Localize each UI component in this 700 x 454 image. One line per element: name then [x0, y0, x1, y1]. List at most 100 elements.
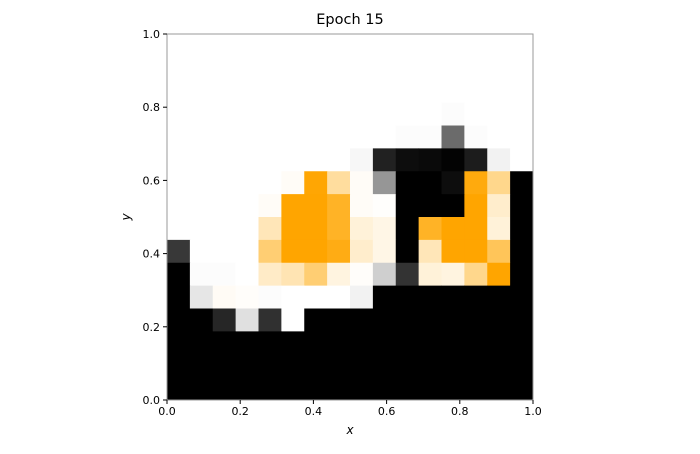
heatmap-cell: [464, 308, 488, 332]
heatmap-cell: [418, 285, 442, 309]
heatmap-cell: [189, 239, 214, 264]
heatmap-cell: [304, 285, 328, 309]
heatmap-cell: [418, 148, 442, 172]
x-tick-label: 0.4: [305, 405, 323, 418]
heatmap-cell: [281, 171, 305, 195]
heatmap-cell: [167, 194, 191, 218]
heatmap-cell: [510, 125, 534, 149]
heatmap-cell: [235, 239, 259, 264]
heatmap-cell: [212, 171, 237, 195]
heatmap-cell: [304, 102, 328, 126]
heatmap-cell: [510, 217, 534, 241]
heatmap-cell: [350, 56, 374, 81]
heatmap-cell: [189, 125, 214, 149]
heatmap-cell: [418, 56, 442, 81]
heatmap-cell: [258, 148, 282, 172]
heatmap-cell: [167, 377, 191, 401]
heatmap-cell: [327, 308, 351, 332]
plot-frame: [166, 33, 534, 401]
heatmap-cell: [372, 331, 397, 355]
heatmap-cell: [372, 354, 397, 378]
heatmap-cell: [441, 148, 465, 172]
heatmap-cell: [281, 285, 305, 309]
heatmap-cell: [235, 102, 259, 126]
heatmap-cell: [418, 308, 442, 332]
heatmap-cell: [327, 377, 351, 401]
heatmap-cell: [487, 354, 511, 378]
heatmap-cell: [235, 148, 259, 172]
heatmap-cell: [372, 217, 397, 241]
heatmap-cell: [350, 354, 374, 378]
heatmap-cell: [189, 354, 214, 378]
heatmap-cell: [510, 79, 534, 104]
heatmap-cell: [189, 56, 214, 81]
heatmap-cell: [212, 34, 237, 58]
heatmap-cell: [441, 217, 465, 241]
heatmap-cell: [304, 125, 328, 149]
heatmap-cell: [235, 308, 259, 332]
heatmap-cell: [212, 308, 237, 332]
heatmap-cell: [235, 331, 259, 355]
heatmap-cell: [464, 148, 488, 172]
heatmap-cell: [418, 217, 442, 241]
heatmap-cell: [212, 148, 237, 172]
heatmap-cell: [372, 377, 397, 401]
heatmap-cell: [281, 239, 305, 264]
heatmap-cell: [167, 102, 191, 126]
heatmap-cell: [327, 262, 351, 287]
heatmap-cell: [372, 79, 397, 104]
heatmap-cell: [327, 194, 351, 218]
heatmap-cell: [441, 331, 465, 355]
heatmap-cell: [304, 217, 328, 241]
heatmap-cell: [464, 354, 488, 378]
heatmap-cell: [464, 171, 488, 195]
heatmap-cell: [235, 377, 259, 401]
heatmap-cell: [395, 194, 420, 218]
heatmap-cell: [418, 125, 442, 149]
heatmap-cell: [418, 171, 442, 195]
y-tick-label: 1.0: [143, 28, 161, 41]
heatmap-cell: [487, 285, 511, 309]
heatmap-cell: [418, 354, 442, 378]
heatmap-cell: [510, 171, 534, 195]
heatmap-cell: [372, 308, 397, 332]
heatmap-cell: [281, 102, 305, 126]
heatmap-cell: [510, 102, 534, 126]
heatmap-cell: [510, 262, 534, 287]
heatmap-cell: [258, 34, 282, 58]
chart-title: Epoch 15: [316, 12, 383, 28]
heatmap-cell: [441, 285, 465, 309]
heatmap-cell: [281, 56, 305, 81]
heatmap-cell: [327, 354, 351, 378]
heatmap-cell: [510, 285, 534, 309]
heatmap-cell: [350, 262, 374, 287]
heatmap-cell: [235, 79, 259, 104]
heatmap-cell: [487, 102, 511, 126]
heatmap-cell: [372, 34, 397, 58]
heatmap-cell: [281, 79, 305, 104]
heatmap-cell: [487, 171, 511, 195]
heatmap-cell: [395, 171, 420, 195]
heatmap-cell: [167, 262, 191, 287]
heatmap-cell: [372, 194, 397, 218]
heatmap-cell: [487, 262, 511, 287]
heatmap-cell: [395, 285, 420, 309]
heatmap-cell: [372, 56, 397, 81]
heatmap-cell: [487, 217, 511, 241]
heatmap-cell: [464, 102, 488, 126]
heatmap-cell: [167, 239, 191, 264]
heatmap-cell: [212, 239, 237, 264]
heatmap-cell: [350, 102, 374, 126]
heatmap-cell: [418, 102, 442, 126]
heatmap-cell: [464, 331, 488, 355]
heatmap-cell: [487, 194, 511, 218]
heatmap-cell: [212, 331, 237, 355]
heatmap-cell: [487, 56, 511, 81]
heatmap-cell: [281, 194, 305, 218]
heatmap-cell: [258, 56, 282, 81]
x-axis-label: x: [345, 423, 354, 437]
heatmap-cell: [350, 308, 374, 332]
heatmap-cell: [418, 79, 442, 104]
heatmap-cell: [441, 262, 465, 287]
heatmap-cell: [189, 194, 214, 218]
